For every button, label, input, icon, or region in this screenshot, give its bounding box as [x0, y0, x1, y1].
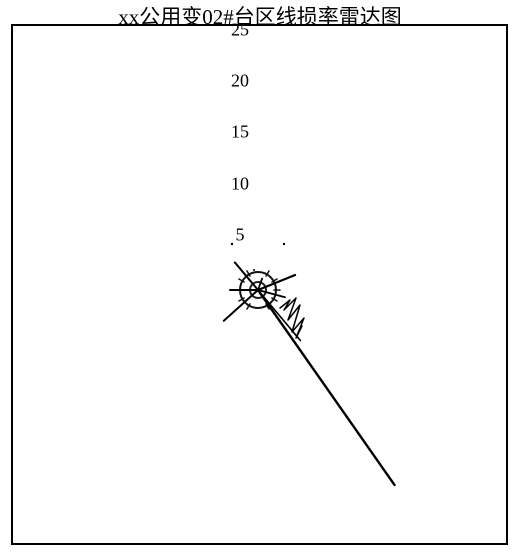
radar-svg — [0, 0, 520, 558]
radial-tick-label: 10 — [231, 173, 249, 194]
radial-tick-label: 20 — [231, 71, 249, 92]
radial-tick-label: 15 — [231, 122, 249, 143]
radial-tick-label: 25 — [231, 19, 249, 40]
chart-container: xx公用变02#台区线损率雷达图 510152025 — [0, 0, 520, 558]
radial-tick-label: 5 — [236, 224, 245, 245]
